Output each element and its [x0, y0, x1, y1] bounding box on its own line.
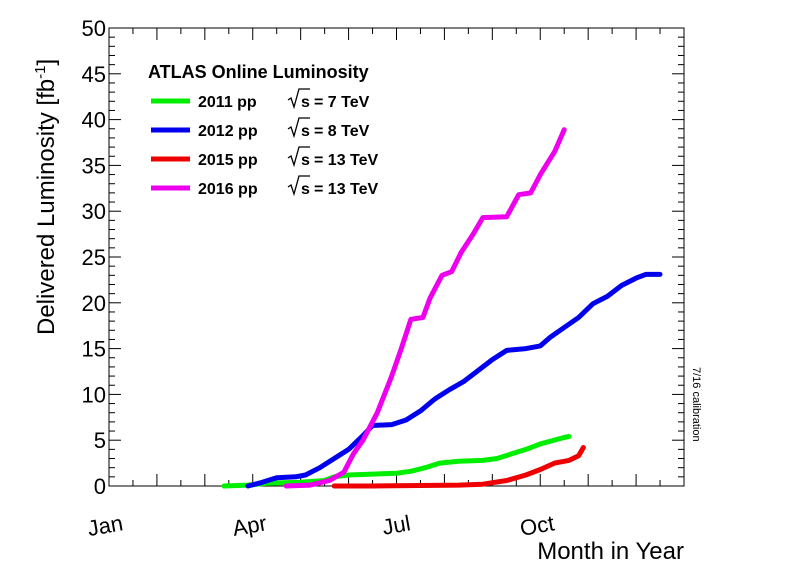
axis-ticks [108, 27, 685, 487]
y-tick-label: 15 [82, 337, 106, 362]
legend-energy: = 7 TeV [314, 94, 370, 111]
x-tick-labels: Jan Apr Jul Oct [86, 510, 557, 541]
series-lines [221, 127, 663, 489]
legend-label: 2016 pp [198, 181, 258, 198]
y-tick-label: 20 [82, 291, 106, 316]
x-tick-label: Apr [231, 510, 269, 541]
y-tick-label: 5 [94, 428, 106, 453]
series-line [245, 271, 663, 489]
sqrt-icon [287, 117, 310, 139]
y-tick-label: 10 [82, 382, 106, 407]
y-tick-labels: 0 5 10 15 20 25 30 35 40 45 50 [82, 16, 106, 499]
legend-energy-symbol: s [301, 181, 310, 198]
series-line [221, 434, 572, 489]
sqrt-icon [287, 146, 310, 168]
legend: ATLAS Online Luminosity 2011 pp s = 7 TeV2… [148, 62, 379, 198]
legend-title: ATLAS Online Luminosity [148, 62, 369, 82]
sqrt-icon [287, 175, 310, 197]
x-axis-title: Month in Year [537, 538, 684, 565]
x-tick-label: Jan [86, 510, 125, 541]
y-tick-label: 30 [82, 199, 106, 224]
calibration-note: 7/16 calibration [690, 367, 702, 442]
legend-energy: = 13 TeV [314, 181, 379, 198]
series-line [283, 127, 567, 489]
series-line [331, 445, 586, 489]
legend-energy-symbol: s [301, 152, 310, 169]
legend-energy-symbol: s [301, 94, 310, 111]
plot-frame [108, 27, 685, 487]
legend-energy: = 13 TeV [314, 152, 379, 169]
legend-energy-symbol: s [301, 123, 310, 140]
y-tick-label: 25 [82, 245, 106, 270]
x-tick-label: Oct [518, 510, 556, 541]
legend-label: 2012 pp [198, 123, 258, 140]
x-tick-label: Jul [380, 510, 412, 540]
y-tick-label: 50 [82, 16, 106, 41]
y-tick-label: 0 [94, 474, 106, 499]
sqrt-icon [287, 88, 310, 110]
y-axis-title: Delivered Luminosity [fb-1] [32, 59, 60, 335]
legend-label: 2015 pp [198, 152, 258, 169]
legend-energy: = 8 TeV [314, 123, 370, 140]
y-tick-label: 40 [82, 108, 106, 133]
y-tick-label: 35 [82, 153, 106, 178]
y-tick-label: 45 [82, 62, 106, 87]
legend-label: 2011 pp [198, 94, 257, 111]
